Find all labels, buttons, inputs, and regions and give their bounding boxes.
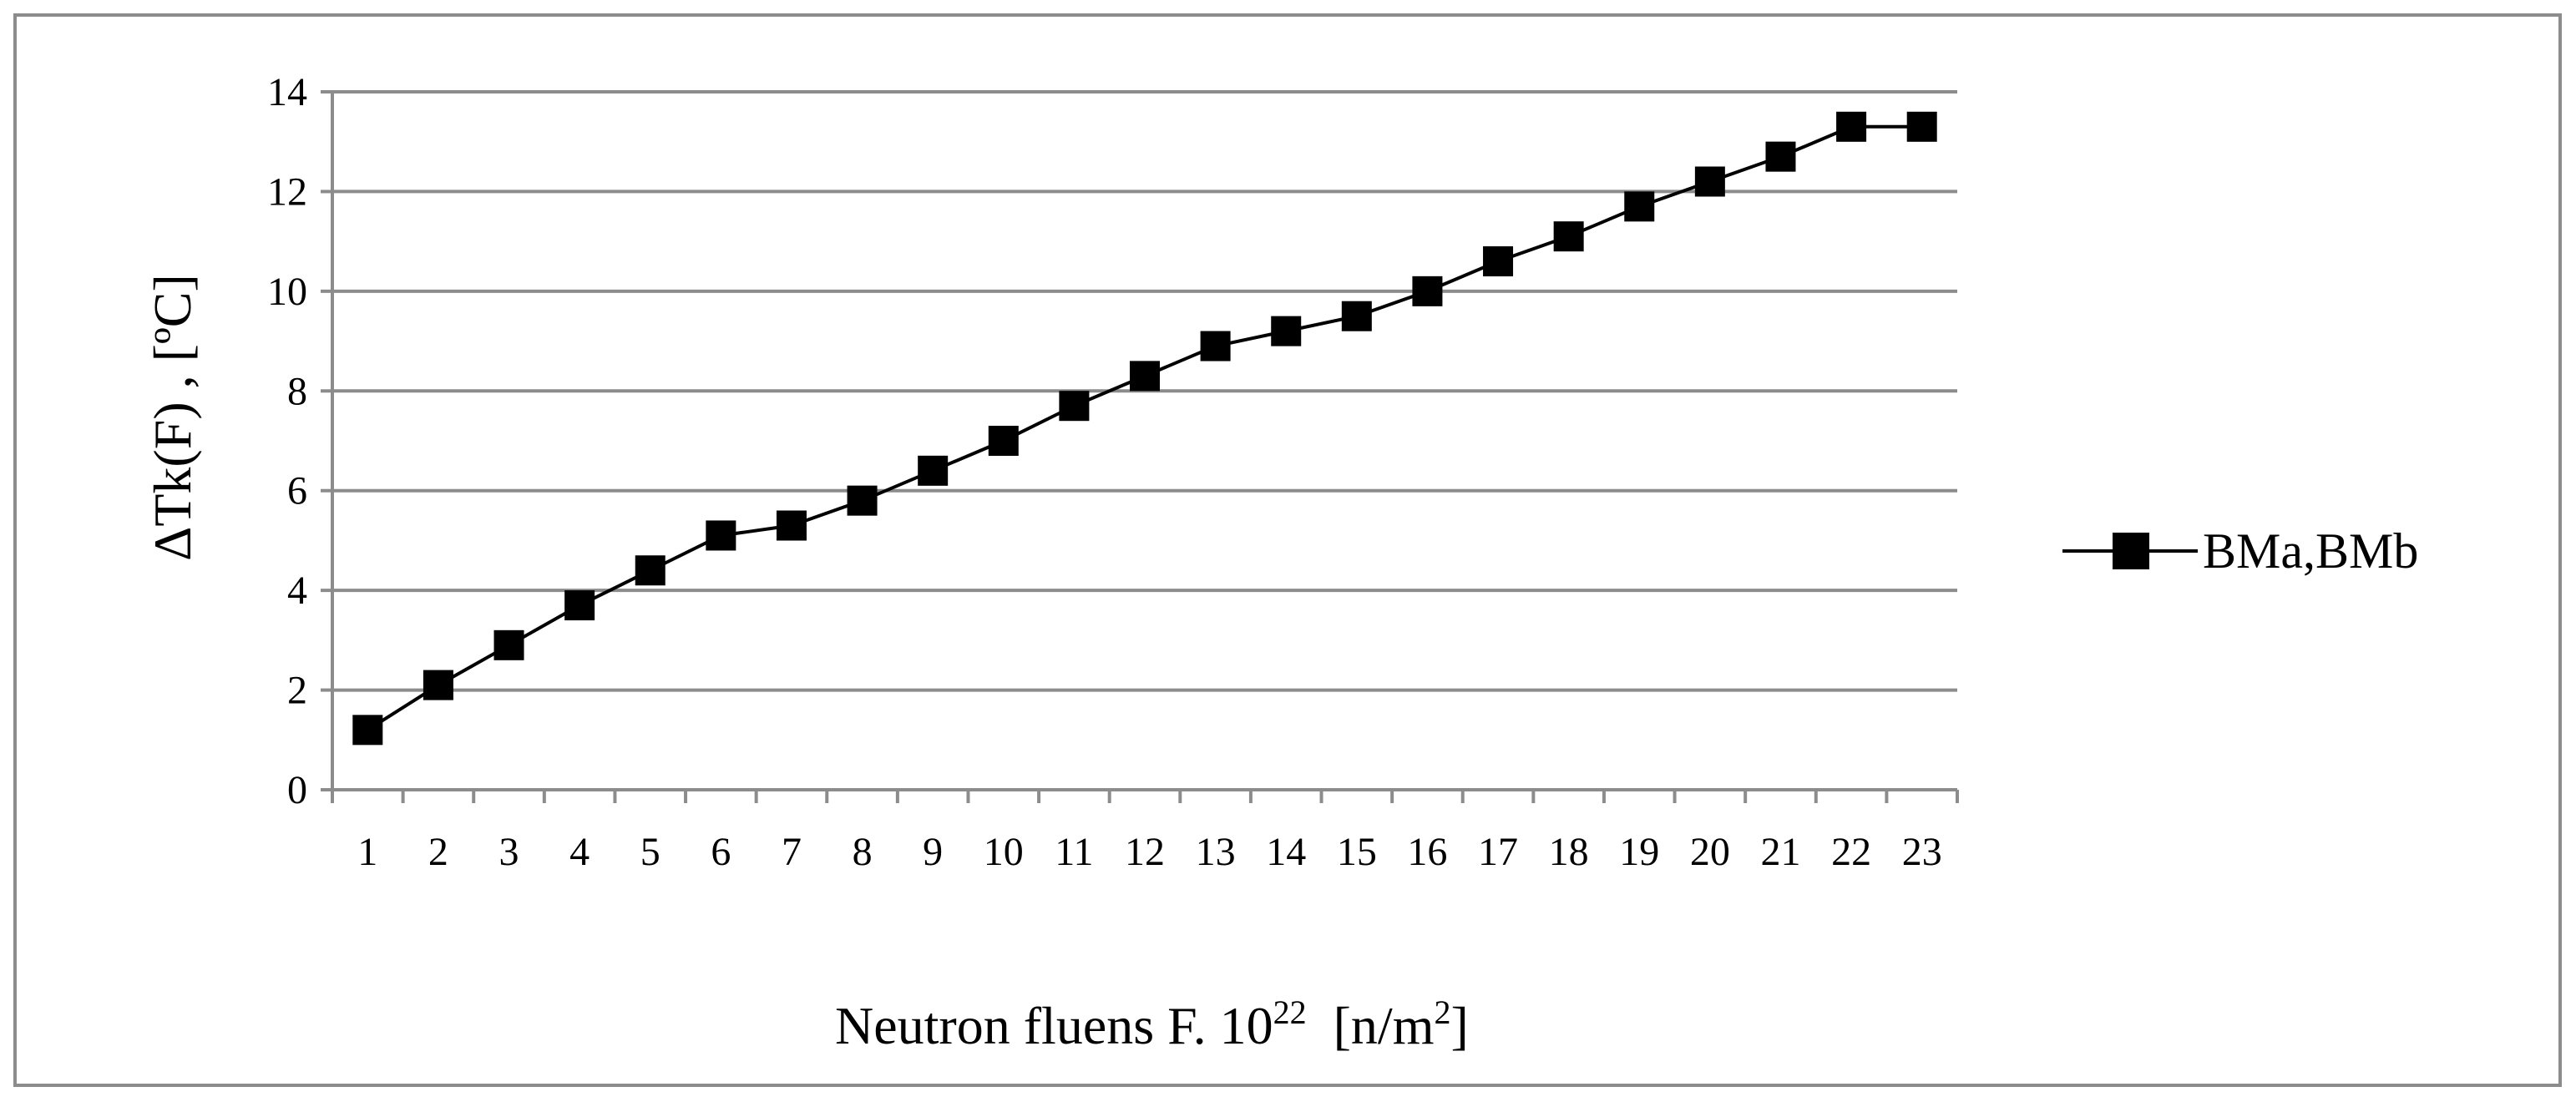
data-point-marker xyxy=(1694,166,1725,197)
data-point-marker xyxy=(988,426,1019,456)
data-point-marker xyxy=(847,485,878,516)
data-point-marker xyxy=(1624,191,1655,222)
axes xyxy=(321,90,1959,803)
data-point-marker xyxy=(493,629,524,660)
x-axis-title-superscript: 22 xyxy=(1273,993,1307,1031)
data-point-marker xyxy=(352,715,383,746)
x-axis-title-suffix-superscript: 2 xyxy=(1434,993,1450,1031)
x-tick-label: 16 xyxy=(1407,830,1447,874)
x-tick-label: 12 xyxy=(1125,830,1165,874)
y-tick-label: 2 xyxy=(287,669,307,713)
x-tick-label: 15 xyxy=(1337,830,1377,874)
series-line xyxy=(367,124,1922,732)
data-point-marker xyxy=(918,455,949,486)
data-point-marker xyxy=(635,555,666,586)
legend-marker xyxy=(2113,533,2149,569)
y-tick-label: 10 xyxy=(267,270,307,314)
x-tick-label: 18 xyxy=(1549,830,1589,874)
x-axis-title: Neutron fluens F. 1022 [n/m2] xyxy=(835,993,1469,1055)
y-tick-label: 4 xyxy=(287,569,307,613)
x-tick-label: 20 xyxy=(1690,830,1730,874)
data-point-marker xyxy=(1765,141,1796,172)
data-point-marker xyxy=(564,590,595,621)
y-axis-title: ΔTk(F) , [ºC] xyxy=(143,274,202,561)
x-axis-title-suffix: [n/m xyxy=(1307,996,1435,1055)
y-tick-label: 0 xyxy=(287,768,307,812)
x-tick-label: 5 xyxy=(640,830,660,874)
x-tick-label: 14 xyxy=(1266,830,1306,874)
x-tick-label: 3 xyxy=(499,830,519,874)
x-tick-label: 6 xyxy=(711,830,731,874)
x-tick-label: 19 xyxy=(1619,830,1659,874)
y-tick-label: 8 xyxy=(287,369,307,413)
series-layer xyxy=(352,111,1937,746)
x-tick-label: 23 xyxy=(1902,830,1942,874)
x-tick-label: 22 xyxy=(1831,830,1871,874)
data-point-marker xyxy=(1412,276,1443,306)
x-tick-label: 21 xyxy=(1760,830,1800,874)
x-tick-label: 10 xyxy=(984,830,1024,874)
x-tick-label: 2 xyxy=(428,830,448,874)
x-axis-title-prefix: Neutron fluens F. 10 xyxy=(835,996,1273,1055)
data-point-marker xyxy=(1906,111,1937,142)
x-tick-label: 8 xyxy=(853,830,873,874)
x-tick-label: 13 xyxy=(1196,830,1236,874)
y-tick-label: 14 xyxy=(267,70,307,114)
data-point-marker xyxy=(1836,111,1867,142)
data-point-marker xyxy=(1271,316,1302,346)
data-point-marker xyxy=(776,510,807,541)
data-point-marker xyxy=(423,670,453,700)
data-point-marker xyxy=(1553,221,1584,252)
x-tick-label: 4 xyxy=(569,830,590,874)
x-tick-label: 17 xyxy=(1478,830,1518,874)
x-tick-label: 9 xyxy=(923,830,943,874)
data-point-marker xyxy=(706,520,736,551)
data-point-marker xyxy=(1130,361,1160,392)
legend-label-bma-bmb: BMa,BMb xyxy=(2203,523,2418,579)
x-tick-label: 1 xyxy=(357,830,377,874)
x-tick-label: 11 xyxy=(1055,830,1093,874)
y-tick-label: 6 xyxy=(287,469,307,513)
y-tick-label: 12 xyxy=(267,169,307,214)
data-point-marker xyxy=(1200,331,1231,361)
legend: BMa,BMb xyxy=(2062,523,2418,579)
data-point-marker xyxy=(1341,301,1372,331)
data-point-marker xyxy=(1483,246,1514,277)
x-tick-label: 7 xyxy=(782,830,802,874)
data-point-marker xyxy=(1059,391,1090,422)
x-axis-title-close: ] xyxy=(1450,996,1468,1055)
